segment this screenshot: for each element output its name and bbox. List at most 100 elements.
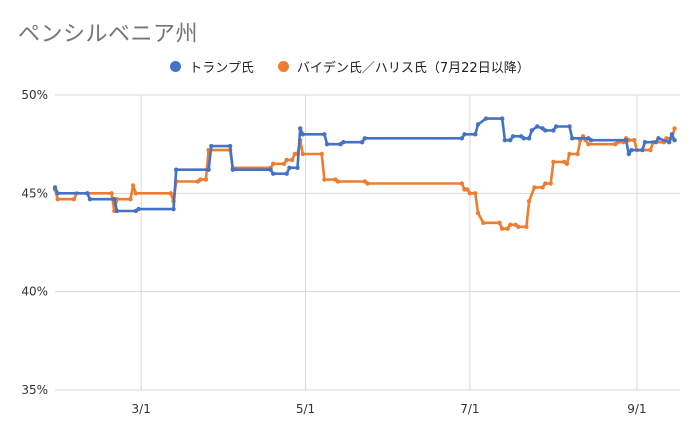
data-point-biden-harris bbox=[71, 197, 77, 202]
data-point-biden-harris bbox=[130, 183, 136, 188]
data-point-trump bbox=[268, 167, 273, 172]
data-point-trump bbox=[483, 116, 489, 121]
data-point-biden-harris bbox=[551, 159, 556, 165]
data-point-trump bbox=[629, 147, 634, 153]
legend-item-trump[interactable]: トランプ氏 bbox=[170, 57, 254, 76]
data-point-trump bbox=[656, 136, 661, 141]
data-point-trump bbox=[508, 138, 513, 143]
data-point-trump bbox=[322, 132, 327, 137]
data-point-trump bbox=[136, 206, 141, 212]
data-point-trump bbox=[642, 140, 648, 145]
data-point-biden-harris bbox=[664, 136, 669, 141]
data-point-trump bbox=[535, 124, 540, 129]
y-tick-label: 50% bbox=[21, 88, 48, 102]
x-tick-label: 5/1 bbox=[296, 402, 315, 416]
x-tick-label: 3/1 bbox=[132, 402, 151, 416]
data-point-trump bbox=[300, 132, 305, 137]
data-point-trump bbox=[669, 132, 675, 137]
data-point-biden-harris bbox=[500, 226, 505, 231]
data-point-trump bbox=[588, 138, 594, 143]
data-point-trump bbox=[324, 142, 330, 147]
data-point-trump bbox=[87, 197, 93, 202]
data-point-trump bbox=[341, 140, 346, 145]
legend-label-trump: トランプ氏 bbox=[189, 61, 254, 76]
data-point-biden-harris bbox=[473, 191, 478, 196]
data-point-trump bbox=[362, 136, 367, 141]
y-tick-label: 40% bbox=[21, 285, 48, 299]
data-point-biden-harris bbox=[586, 142, 591, 147]
data-point-trump bbox=[230, 167, 235, 172]
data-point-biden-harris bbox=[540, 185, 545, 190]
data-point-trump bbox=[529, 128, 534, 133]
data-point-trump bbox=[209, 143, 214, 149]
data-point-biden-harris bbox=[508, 222, 513, 227]
y-tick-label: 35% bbox=[21, 383, 48, 397]
chart-title: ペンシルベニア州 bbox=[18, 22, 199, 47]
data-point-trump bbox=[623, 138, 629, 143]
data-point-biden-harris bbox=[203, 177, 209, 182]
data-point-trump bbox=[526, 136, 532, 141]
data-point-trump bbox=[510, 134, 516, 139]
data-point-biden-harris bbox=[284, 157, 289, 163]
data-point-trump bbox=[553, 124, 559, 129]
data-point-biden-harris bbox=[281, 161, 287, 166]
x-tick-label: 7/1 bbox=[460, 402, 479, 416]
data-point-trump bbox=[551, 128, 556, 133]
data-point-biden-harris bbox=[319, 151, 324, 157]
data-point-trump bbox=[359, 140, 365, 145]
y-tick-label: 45% bbox=[21, 186, 48, 200]
data-point-biden-harris bbox=[516, 224, 521, 229]
data-point-trump bbox=[271, 171, 276, 176]
data-point-trump bbox=[626, 151, 631, 157]
data-point-trump bbox=[114, 208, 120, 214]
data-point-trump bbox=[206, 167, 211, 172]
data-point-trump bbox=[672, 138, 677, 143]
data-point-biden-harris bbox=[543, 181, 548, 186]
data-point-biden-harris bbox=[365, 181, 370, 186]
data-point-trump bbox=[500, 116, 505, 121]
data-point-biden-harris bbox=[128, 197, 133, 202]
data-point-trump bbox=[227, 143, 233, 149]
data-point-trump bbox=[543, 128, 548, 133]
data-point-biden-harris bbox=[524, 224, 529, 229]
series-line-trump bbox=[53, 117, 676, 213]
data-point-biden-harris bbox=[632, 138, 637, 143]
data-point-biden-harris bbox=[459, 181, 464, 186]
data-point-biden-harris bbox=[526, 199, 532, 204]
series-line-biden-harris bbox=[53, 127, 676, 230]
data-point-trump bbox=[85, 191, 90, 196]
legend: トランプ氏 バイデン氏／ハリス氏（7月22日以降） bbox=[0, 57, 700, 76]
data-point-trump bbox=[653, 140, 658, 145]
x-tick-label: 9/1 bbox=[627, 402, 646, 416]
data-point-biden-harris bbox=[648, 147, 653, 153]
data-point-trump bbox=[462, 132, 467, 137]
data-point-trump bbox=[171, 206, 176, 212]
data-point-trump bbox=[502, 138, 508, 143]
data-point-biden-harris bbox=[168, 191, 173, 196]
data-point-trump bbox=[570, 136, 575, 141]
data-point-trump bbox=[567, 124, 572, 129]
data-point-biden-harris bbox=[575, 151, 580, 157]
data-point-trump bbox=[640, 147, 645, 153]
data-point-trump bbox=[298, 126, 303, 131]
data-point-trump bbox=[55, 191, 60, 196]
legend-label-biden-harris: バイデン氏／ハリス氏（7月22日以降） bbox=[296, 61, 530, 76]
data-point-biden-harris bbox=[271, 161, 276, 166]
data-point-biden-harris bbox=[335, 179, 341, 184]
data-point-biden-harris bbox=[300, 151, 305, 157]
data-point-trump bbox=[284, 171, 289, 176]
data-point-biden-harris bbox=[198, 177, 203, 182]
data-point-biden-harris bbox=[567, 151, 572, 157]
data-point-biden-harris bbox=[475, 210, 481, 216]
legend-item-biden-harris[interactable]: バイデン氏／ハリス氏（7月22日以降） bbox=[277, 57, 530, 76]
data-point-biden-harris bbox=[467, 191, 473, 196]
data-point-biden-harris bbox=[497, 220, 502, 225]
data-point-biden-harris bbox=[465, 187, 470, 192]
data-point-biden-harris bbox=[532, 185, 537, 190]
legend-marker-trump bbox=[170, 61, 182, 72]
data-point-trump bbox=[112, 197, 117, 202]
data-point-trump bbox=[521, 136, 526, 141]
data-point-biden-harris bbox=[109, 191, 114, 196]
data-point-biden-harris bbox=[548, 181, 553, 186]
